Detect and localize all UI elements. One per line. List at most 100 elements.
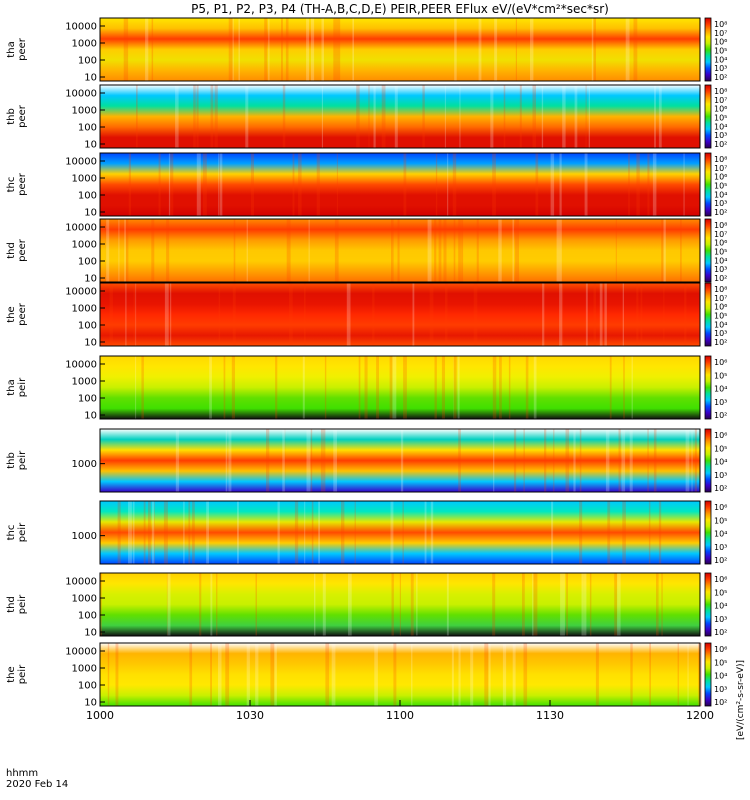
panel-frame	[99, 282, 701, 347]
colorbar-tick-label: 10³	[714, 64, 727, 73]
y-tick-label: 10000	[65, 647, 97, 658]
colorbar-tick-label: 10⁵	[714, 312, 727, 321]
y-tick-label: 100	[78, 611, 97, 622]
colorbar	[704, 282, 712, 347]
colorbar-tick-label: 10²	[714, 556, 727, 565]
colorbar-tick-label: 10⁴	[714, 602, 727, 611]
xlabel-line-2: 2020 Feb 14	[6, 779, 68, 790]
panel-label: thepeer	[6, 302, 28, 326]
y-tick-label: 10000	[65, 157, 97, 168]
colorbar-tick-label: 10⁶	[714, 358, 727, 367]
x-tick-label: 1130	[536, 709, 564, 722]
colorbar-tick-label: 10⁵	[714, 182, 727, 191]
y-tick-label: 10	[84, 208, 97, 219]
colorbar-tick-label: 10⁷	[714, 230, 727, 239]
spectrogram-texture	[100, 573, 663, 636]
y-tick-label: 1000	[72, 531, 97, 542]
y-tick-label: 1000	[72, 304, 97, 315]
spectrogram-texture	[106, 219, 682, 282]
colorbar-tick-label: 10⁶	[714, 503, 727, 512]
y-tick-label: 10	[84, 411, 97, 422]
colorbar-tick-label: 10⁸	[714, 221, 727, 230]
colorbar-tick-label: 10²	[714, 140, 727, 149]
colorbar-tick-label: 10³	[714, 199, 727, 208]
panel-the-peer: 10000 1000 100 10 thepeer 10⁸10⁷10⁶10⁵10⁴10³1…	[6, 282, 727, 349]
chart-title: P5, P1, P2, P3, P4 (TH-A,B,C,D,E) PEIR,P…	[191, 2, 609, 16]
colorbar-tick-label: 10⁸	[714, 87, 727, 96]
spectrogram-image	[100, 219, 700, 282]
colorbar-tick-label: 10⁴	[714, 55, 727, 64]
spectrogram-texture	[175, 429, 697, 492]
colorbar-tick-label: 10⁴	[714, 385, 727, 394]
colorbar-tick-label: 10²	[714, 73, 727, 82]
y-tick-label: 10	[84, 73, 97, 84]
colorbar-tick-label: 10²	[714, 698, 727, 707]
x-tick-label: 1200	[686, 709, 714, 722]
spectrogram-image	[100, 573, 700, 636]
y-tick-label: 100	[78, 321, 97, 332]
y-tick-label: 1000	[72, 240, 97, 251]
x-tick-label: 1030	[236, 709, 264, 722]
colorbar-tick-label: 10²	[714, 628, 727, 637]
colorbar-tick-label: 10³	[714, 685, 727, 694]
panel-label: thapeir	[6, 377, 28, 397]
spectrogram-texture	[107, 643, 702, 706]
panel-frame	[99, 152, 701, 217]
colorbar-tick-label: 10⁶	[714, 173, 727, 182]
panel-thb-peir: 1000 thbpeir 10⁶ 10⁵ 10⁴ 10³ 10²	[6, 428, 727, 493]
y-tick-label: 100	[78, 257, 97, 268]
colorbar-tick-label: 10³	[714, 398, 727, 407]
colorbar-tick-label: 10⁴	[714, 320, 727, 329]
colorbar-tick-label: 10³	[714, 329, 727, 338]
colorbar	[704, 84, 712, 149]
y-tick-label: 1000	[72, 459, 97, 470]
colorbar-tick-label: 10⁷	[714, 29, 727, 38]
colorbar-tick-label: 10³	[714, 131, 727, 140]
spectrogram-image	[100, 429, 700, 492]
colorbar-tick-label: 10⁶	[714, 575, 727, 584]
y-tick-label: 1000	[72, 106, 97, 117]
colorbar-tick-label: 10⁸	[714, 155, 727, 164]
spectrogram-image	[100, 85, 700, 148]
colorbar-tick-label: 10⁶	[714, 38, 727, 47]
y-tick-label: 100	[78, 681, 97, 692]
colorbar-tick-label: 10²	[714, 208, 727, 217]
colorbar-tick-label: 10⁵	[714, 248, 727, 257]
panel-thd-peer: 10000 1000 100 10 thdpeer 10⁸10⁷10⁶10⁵10⁴10³1…	[6, 218, 727, 285]
y-tick-label: 10	[84, 698, 97, 709]
y-tick-label: 1000	[72, 594, 97, 605]
y-tick-label: 1000	[72, 39, 97, 50]
panel-thc-peir: 1000 thcpeir 10⁶ 10⁵ 10⁴ 10³ 10²	[6, 500, 727, 565]
colorbar-tick-label: 10⁶	[714, 645, 727, 654]
colorbar-tick-label: 10⁵	[714, 47, 727, 56]
y-tick-label: 100	[78, 191, 97, 202]
y-tick-label: 100	[78, 123, 97, 134]
panel-tha-peir: 10000 1000 100 10 thapeir 10⁶ 10⁵ 10⁴ 10³ 10²	[6, 355, 727, 422]
colorbar-tick-label: 10⁸	[714, 20, 727, 29]
colorbar-tick-label: 10³	[714, 543, 727, 552]
colorbar-tick-label: 10⁵	[714, 658, 727, 667]
colorbar	[704, 152, 712, 217]
panel-frame	[99, 500, 701, 565]
colorbar-tick-label: 10⁵	[714, 114, 727, 123]
colorbar-tick-label: 10⁴	[714, 122, 727, 131]
colorbar	[704, 642, 712, 707]
colorbar	[704, 572, 712, 637]
y-tick-label: 10000	[65, 577, 97, 588]
colorbar-tick-label: 10²	[714, 338, 727, 347]
y-tick-label: 1000	[72, 377, 97, 388]
y-tick-label: 10000	[65, 22, 97, 33]
colorbar-tick-label: 10⁴	[714, 256, 727, 265]
spectrogram-image	[100, 643, 700, 706]
y-tick-label: 1000	[72, 174, 97, 185]
colorbar-tick-label: 10²	[714, 274, 727, 283]
colorbar-units-label: [eV/(cm²-s-sr-eV)]	[736, 660, 746, 740]
panel-frame	[99, 355, 701, 420]
colorbar-tick-label: 10³	[714, 471, 727, 480]
spectrogram-texture	[109, 283, 702, 346]
colorbar-tick-label: 10²	[714, 411, 727, 420]
colorbar-tick-label: 10²	[714, 484, 727, 493]
y-tick-label: 10000	[65, 360, 97, 371]
panel-frame	[99, 428, 701, 493]
panel-the-peir: 10000 1000 100 10 thepeir 10⁶ 10⁵ 10⁴ 10³ 10²	[6, 642, 727, 709]
